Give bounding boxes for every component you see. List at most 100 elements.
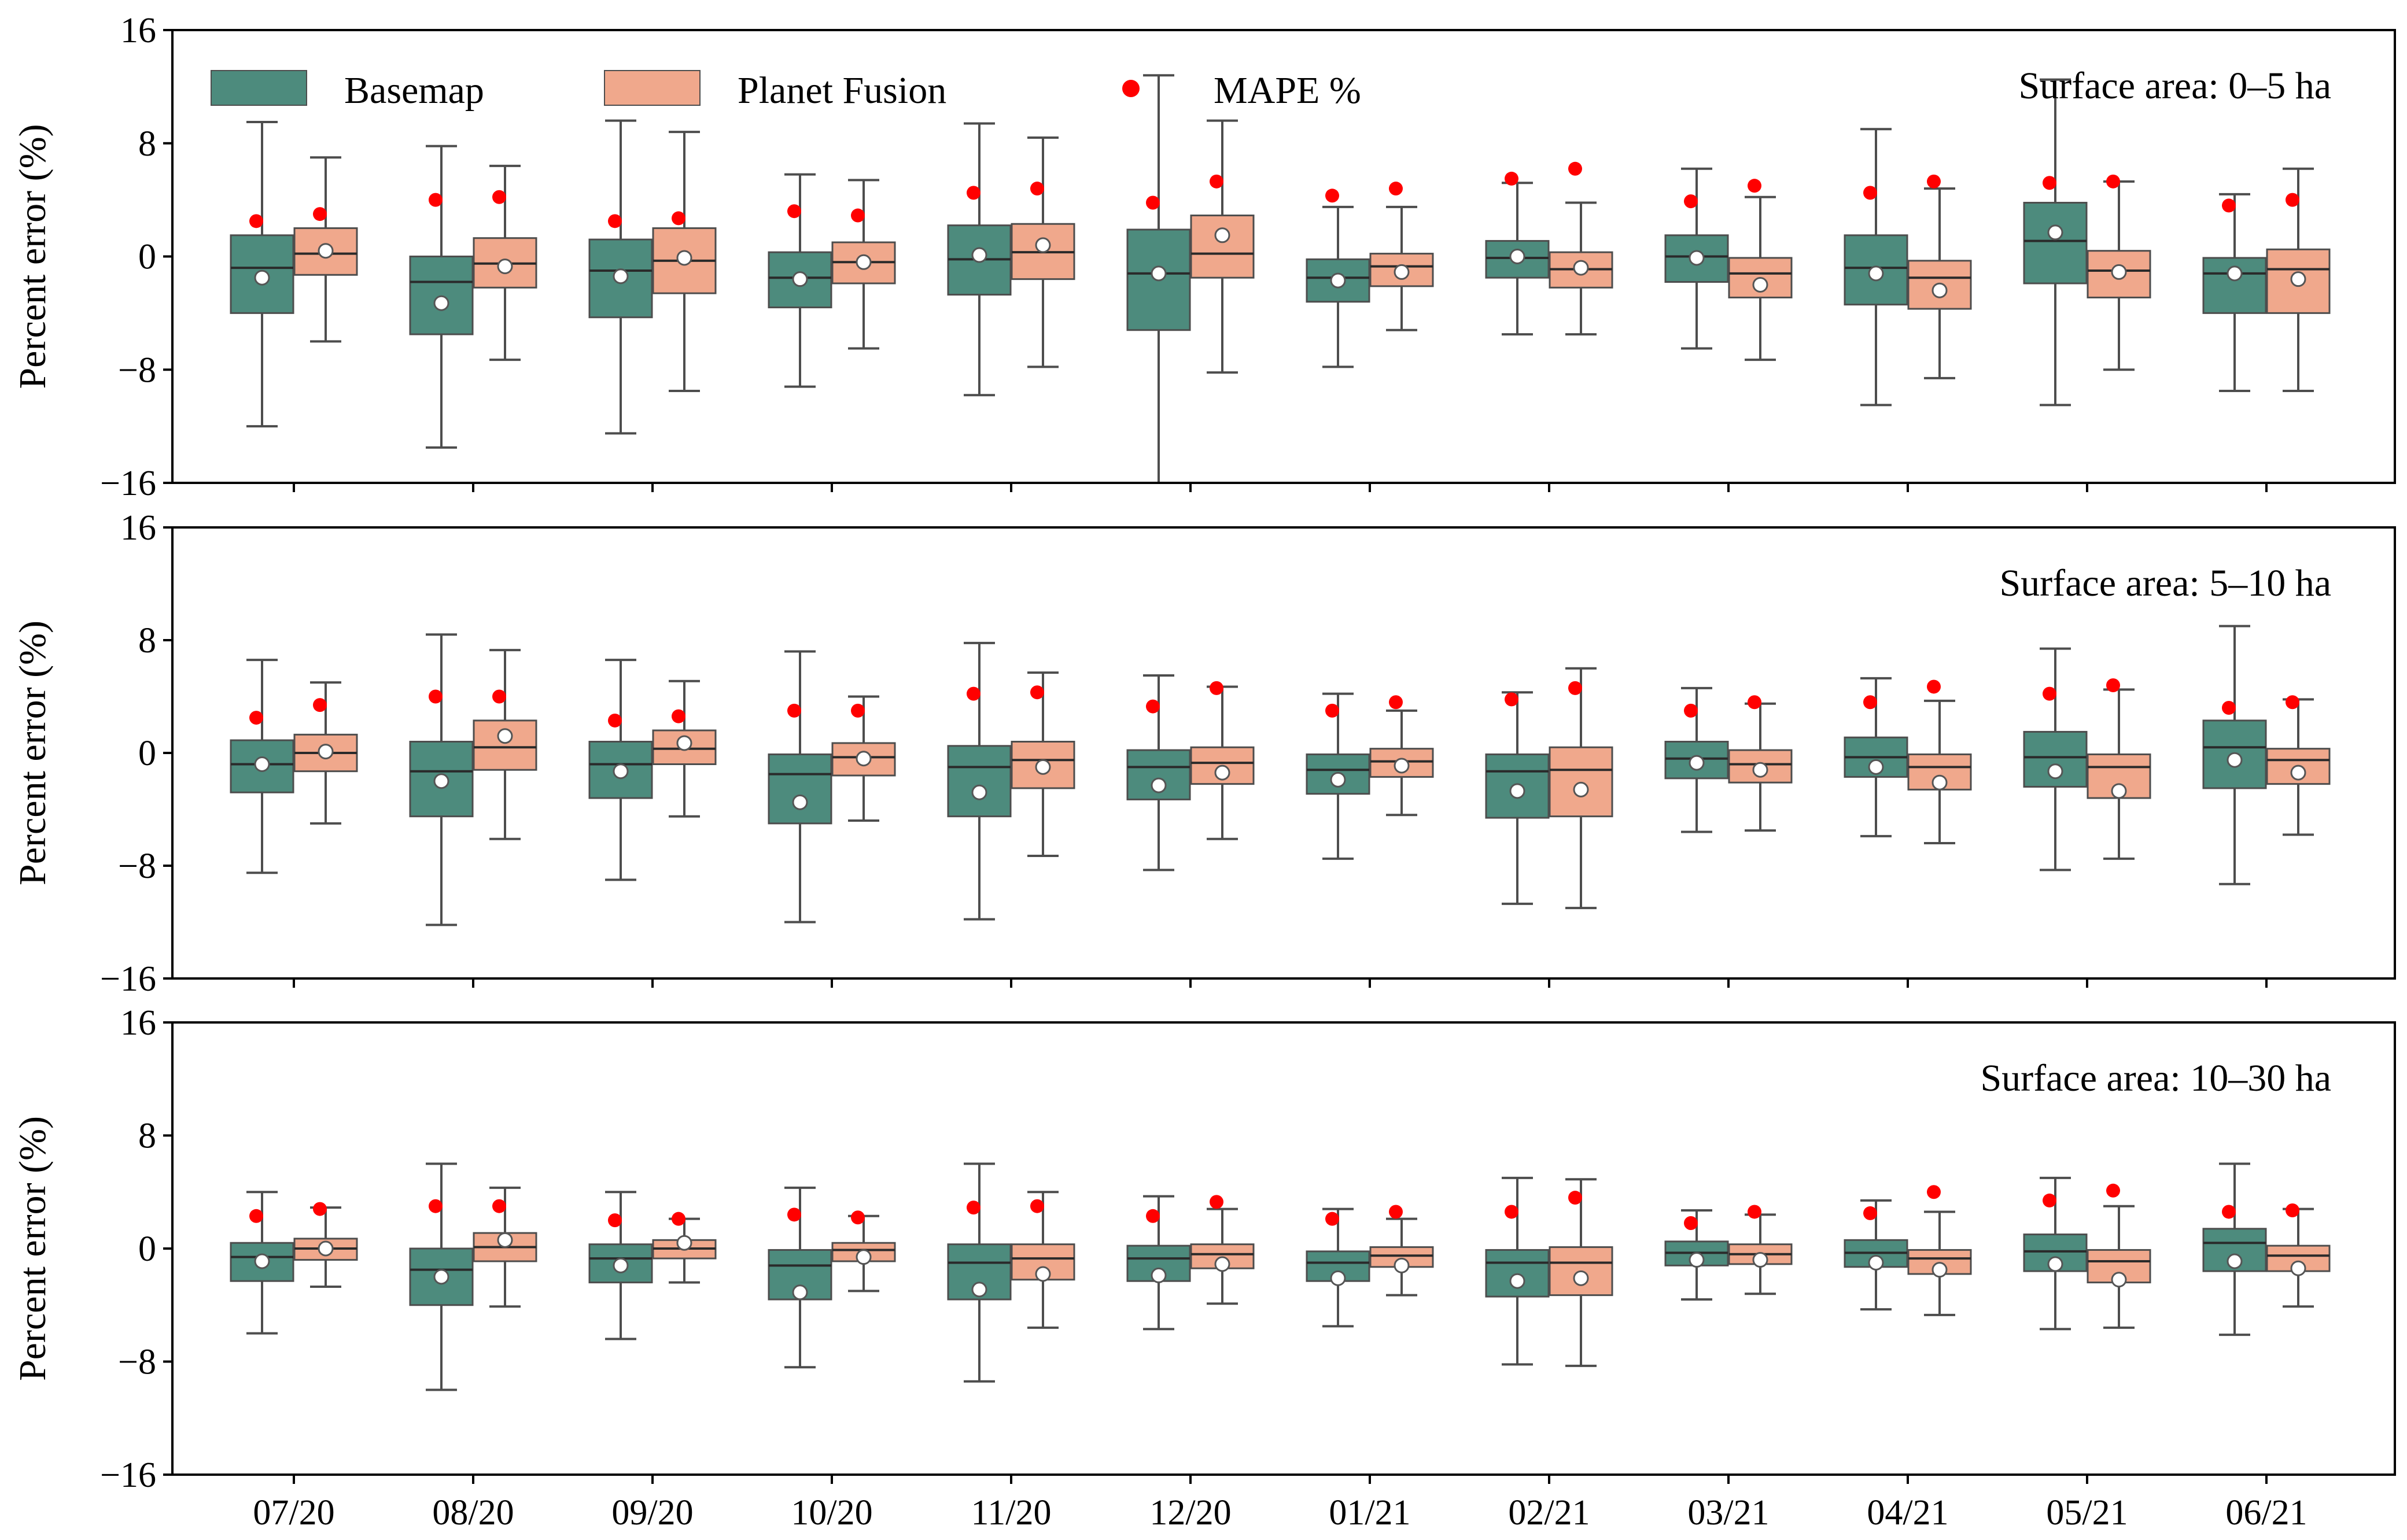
mape-marker-p3-basemap-1: [429, 1199, 443, 1213]
mean-marker-p1-basemap-2: [613, 268, 629, 285]
mape-marker-p2-basemap-0: [249, 711, 263, 725]
mape-marker-p1-fusion-6: [1389, 182, 1403, 196]
mean-marker-p1-basemap-8: [1689, 250, 1705, 266]
panel-3-ytick-label-4: −16: [100, 1456, 156, 1495]
mape-marker-p1-basemap-8: [1684, 194, 1698, 209]
mean-marker-p3-fusion-8: [1752, 1252, 1768, 1268]
mape-marker-p2-fusion-1: [492, 689, 506, 704]
panel-2-ytick-label-3: −8: [118, 847, 156, 886]
xtick-label-9: 04/21: [1867, 1493, 1948, 1532]
mape-marker-p2-fusion-10: [2106, 678, 2120, 692]
mape-marker-p2-fusion-2: [672, 709, 685, 723]
legend-label-basemap: Basemap: [344, 69, 484, 112]
mape-marker-p2-fusion-0: [313, 698, 327, 712]
mean-marker-p2-fusion-3: [856, 751, 872, 767]
mape-marker-p2-basemap-10: [2043, 686, 2056, 701]
mape-marker-p3-basemap-5: [1146, 1209, 1160, 1223]
mape-marker-p3-fusion-10: [2106, 1183, 2120, 1198]
mape-marker-p2-fusion-6: [1389, 695, 1403, 710]
mean-marker-p1-fusion-11: [2290, 271, 2306, 287]
mean-marker-p3-fusion-6: [1394, 1257, 1410, 1273]
mean-marker-p1-basemap-3: [792, 271, 808, 287]
mape-marker-p1-basemap-5: [1146, 195, 1160, 210]
mape-marker-p2-basemap-6: [1325, 703, 1339, 718]
legend-label-fusion: Planet Fusion: [738, 69, 946, 112]
xtick-label-0: 07/20: [253, 1493, 334, 1532]
panel-2-ytick-label-2: 0: [138, 734, 156, 773]
mean-marker-p1-basemap-10: [2047, 224, 2063, 241]
mape-marker-p3-basemap-11: [2222, 1205, 2236, 1219]
mean-marker-p3-basemap-9: [1868, 1254, 1884, 1271]
mean-marker-p1-fusion-5: [1214, 227, 1230, 243]
mape-marker-p3-fusion-4: [1030, 1199, 1044, 1213]
mean-marker-p3-basemap-3: [792, 1284, 808, 1301]
mape-marker-p3-basemap-0: [249, 1209, 263, 1223]
mape-marker-p3-fusion-11: [2286, 1203, 2299, 1218]
panel-1-ytick-label-1: 8: [138, 124, 156, 164]
mean-marker-p2-fusion-9: [1932, 774, 1948, 791]
mean-marker-p3-fusion-2: [676, 1235, 692, 1251]
mean-marker-p1-fusion-10: [2111, 264, 2127, 280]
mean-marker-p3-basemap-5: [1151, 1267, 1167, 1283]
mape-marker-p3-fusion-7: [1568, 1191, 1582, 1205]
mape-marker-p3-fusion-6: [1389, 1205, 1403, 1219]
xtick-label-5: 12/20: [1149, 1493, 1231, 1532]
panel-1-ytick-label-4: −16: [100, 464, 156, 503]
panel-3-title: Surface area: 10–30 ha: [1980, 1057, 2331, 1099]
mape-marker-p2-fusion-7: [1568, 681, 1582, 695]
mean-marker-p2-basemap-10: [2047, 763, 2063, 780]
mean-marker-p2-fusion-7: [1573, 781, 1589, 797]
xtick-label-1: 08/20: [432, 1493, 514, 1532]
panel-3-ytick-label-3: −8: [118, 1343, 156, 1382]
mean-marker-p2-basemap-2: [613, 763, 629, 780]
mean-marker-p1-fusion-9: [1932, 282, 1948, 298]
mean-marker-p2-fusion-6: [1394, 758, 1410, 774]
mean-marker-p3-fusion-10: [2111, 1272, 2127, 1288]
xtick-label-4: 11/20: [971, 1493, 1052, 1532]
mean-marker-p1-basemap-6: [1330, 272, 1346, 289]
box-p1-fusion-11: [2266, 248, 2331, 314]
panel-1-ytick-label-3: −8: [118, 350, 156, 390]
mean-marker-p1-basemap-7: [1509, 249, 1525, 264]
mean-marker-p2-basemap-4: [971, 784, 987, 800]
mape-marker-p2-fusion-8: [1748, 695, 1761, 710]
mape-marker-p1-basemap-9: [1863, 186, 1877, 200]
xtick-label-2: 09/20: [611, 1493, 693, 1532]
mean-marker-p2-fusion-4: [1035, 759, 1051, 775]
box-p2-basemap-8: [1664, 741, 1729, 780]
mean-marker-p1-fusion-3: [856, 254, 872, 270]
panel-3-ytick-label-0: 16: [120, 1003, 156, 1043]
mape-marker-p1-basemap-2: [608, 214, 622, 228]
mean-marker-p1-fusion-7: [1573, 260, 1589, 276]
mean-marker-p3-fusion-4: [1035, 1266, 1051, 1282]
mean-marker-p1-fusion-8: [1752, 276, 1768, 293]
mean-marker-p2-basemap-9: [1868, 759, 1884, 775]
mape-marker-p3-basemap-8: [1684, 1216, 1698, 1231]
mean-marker-p2-basemap-11: [2227, 752, 2243, 768]
mean-marker-p2-fusion-0: [318, 744, 334, 760]
mean-marker-p2-basemap-3: [792, 794, 808, 810]
panel-3-ylabel: Percent error (%): [12, 1116, 54, 1381]
mape-marker-p2-fusion-4: [1030, 685, 1044, 700]
mape-marker-p1-basemap-7: [1505, 171, 1518, 186]
legend: Basemap Planet Fusion MAPE %: [211, 69, 1361, 112]
panel-1-ylabel: Percent error (%): [12, 124, 54, 389]
mape-marker-p3-fusion-8: [1748, 1205, 1761, 1219]
xtick-label-7: 02/21: [1508, 1493, 1590, 1532]
mean-marker-p3-basemap-11: [2227, 1253, 2243, 1269]
panel-3-ytick-label-2: 0: [138, 1229, 156, 1269]
mape-marker-p1-basemap-6: [1325, 189, 1339, 203]
mean-marker-p1-basemap-0: [254, 269, 270, 286]
legend-marker-mape: [1122, 80, 1140, 97]
mape-marker-p3-basemap-7: [1505, 1205, 1518, 1219]
panel-3-ytick-label-1: 8: [138, 1117, 156, 1156]
panel-2-ytick-label-4: −16: [100, 959, 156, 999]
panel-2-title: Surface area: 5–10 ha: [1999, 562, 2331, 604]
panels-layer: 16 8 0 −8 −16 Percent error (%) Surface area: …: [12, 11, 2396, 1532]
mean-marker-p2-fusion-2: [676, 735, 692, 751]
mean-marker-p3-fusion-3: [856, 1249, 872, 1265]
mean-marker-p1-fusion-2: [676, 250, 692, 266]
mean-marker-p2-fusion-10: [2111, 783, 2127, 799]
mean-marker-p1-fusion-4: [1035, 237, 1051, 253]
mape-marker-p2-basemap-8: [1684, 703, 1698, 718]
